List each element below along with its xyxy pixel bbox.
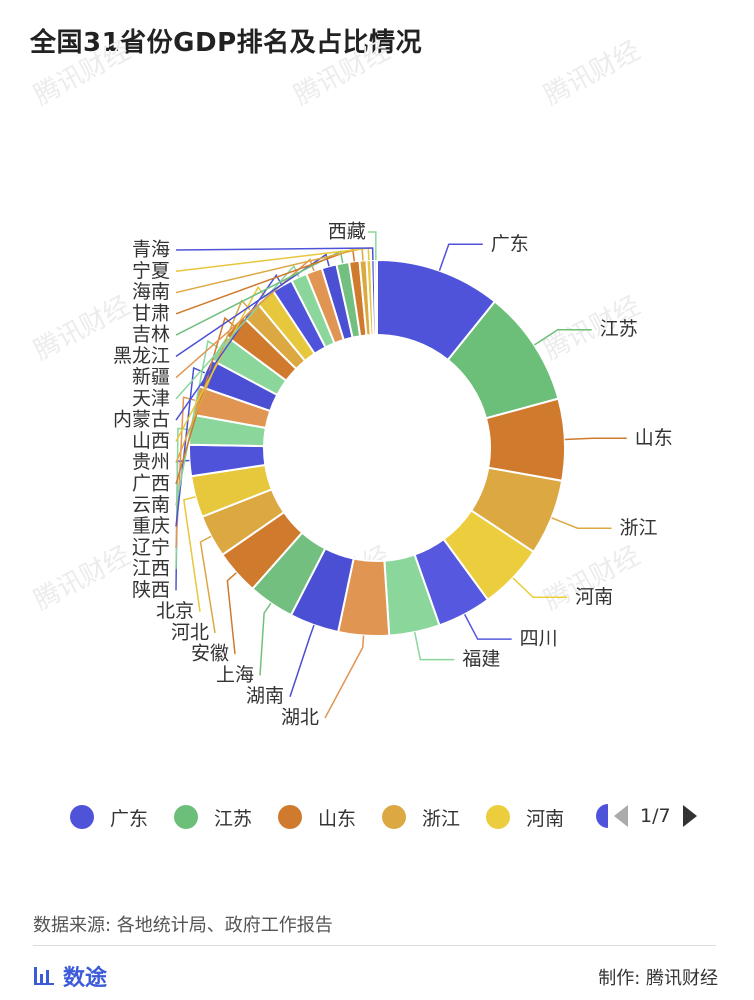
slice-label-6: 福建 (462, 648, 500, 670)
slice-label-30: 西藏 (328, 221, 366, 243)
watermark-text: 腾讯财经 (539, 36, 645, 111)
credit-text: 制作: 腾讯财经 (598, 968, 718, 989)
slice-label-27: 海南 (132, 281, 170, 303)
watermark-text: 腾讯财经 (29, 541, 135, 616)
slice-label-2: 山东 (635, 427, 673, 449)
legend: 广东 江苏 山东 浙江 河南 (70, 800, 590, 834)
slice-label-25: 吉林 (132, 324, 170, 346)
brand-name: 数途 (63, 966, 108, 991)
slice-label-20: 山西 (132, 430, 170, 452)
leader-line-23 (175, 258, 315, 379)
leader-line-4 (512, 577, 568, 599)
leader-line-11 (199, 535, 216, 634)
slice-label-28: 宁夏 (132, 260, 170, 282)
slice-label-24: 黑龙江 (113, 345, 170, 367)
slice-label-29: 青海 (132, 239, 170, 261)
leader-line-30 (367, 231, 377, 261)
legend-item-henan[interactable]: 河南 (486, 804, 564, 831)
slice-label-3: 浙江 (620, 517, 658, 539)
leader-line-29 (175, 247, 374, 261)
legend-page-indicator: 1/7 (640, 805, 671, 827)
legend-pager: 1/7 (596, 804, 697, 828)
legend-dot (278, 805, 303, 829)
legend-dot-partial (596, 804, 608, 828)
slice-label-15: 辽宁 (132, 536, 170, 558)
legend-dot (486, 805, 511, 829)
leader-line-8 (289, 624, 315, 697)
slice-label-1: 江苏 (600, 318, 638, 340)
watermark-text: 腾讯财经 (29, 36, 135, 111)
legend-label: 江苏 (214, 807, 253, 830)
slice-label-18: 广西 (132, 473, 170, 495)
leader-line-0 (438, 243, 483, 271)
slice-label-5: 四川 (520, 628, 558, 650)
slice-label-19: 贵州 (132, 451, 170, 473)
footer-divider (33, 945, 716, 946)
slice-label-10: 安徽 (191, 643, 229, 665)
slice-label-0: 广东 (491, 233, 529, 255)
slice-label-9: 上海 (216, 664, 254, 686)
leader-line-9 (259, 602, 272, 676)
legend-dot (70, 805, 94, 829)
slice-label-22: 天津 (132, 387, 170, 409)
slice-label-13: 陕西 (132, 579, 170, 601)
legend-item-shandong[interactable]: 山东 (278, 804, 356, 831)
leader-line-17 (175, 339, 219, 506)
watermark-text: 腾讯财经 (289, 36, 395, 111)
slice-label-7: 湖北 (281, 707, 319, 729)
slice-label-16: 重庆 (132, 515, 170, 537)
slice-label-11: 河北 (171, 621, 209, 643)
legend-item-zhejiang[interactable]: 浙江 (382, 804, 460, 831)
slice-label-12: 北京 (156, 600, 194, 622)
slice-30[interactable] (373, 258, 378, 337)
legend-label: 河南 (526, 807, 565, 830)
leader-line-18 (175, 316, 235, 485)
bar-chart-icon (34, 967, 54, 985)
slice-label-17: 云南 (132, 494, 170, 516)
legend-dot (382, 805, 407, 829)
leader-line-7 (324, 635, 365, 719)
legend-label: 广东 (110, 807, 149, 830)
legend-dot (174, 805, 199, 829)
legend-item-jiangsu[interactable]: 江苏 (174, 804, 252, 831)
legend-item-guangdong[interactable]: 广东 (70, 804, 148, 831)
data-source: 数据来源: 各地统计局、政府工作报告 (33, 915, 333, 936)
brand-logo[interactable]: 数途 (33, 960, 107, 992)
leader-line-10 (226, 572, 237, 655)
leader-line-3 (551, 517, 612, 530)
legend-label: 山东 (318, 807, 357, 830)
slice-label-14: 江西 (132, 558, 170, 580)
slice-label-23: 新疆 (132, 366, 170, 388)
leader-line-1 (533, 328, 592, 346)
legend-next-arrow-icon[interactable] (682, 805, 697, 827)
leader-line-6 (413, 632, 455, 661)
slice-label-26: 甘肃 (132, 302, 170, 324)
leader-line-12 (183, 496, 201, 612)
leader-line-5 (463, 613, 512, 640)
legend-prev-arrow-icon[interactable] (614, 805, 628, 827)
donut-chart: 腾讯财经腾讯财经腾讯财经腾讯财经腾讯财经腾讯财经腾讯财经腾讯财经腾讯财经 广东江… (29, 36, 673, 729)
slice-label-8: 湖南 (246, 685, 284, 707)
legend-label: 浙江 (422, 807, 461, 830)
leader-line-2 (564, 437, 627, 441)
chart-title: 全国31省份GDP排名及占比情况 (30, 28, 423, 58)
leader-line-24 (175, 253, 330, 357)
slice-label-21: 内蒙古 (113, 409, 170, 431)
slice-label-4: 河南 (575, 586, 613, 608)
